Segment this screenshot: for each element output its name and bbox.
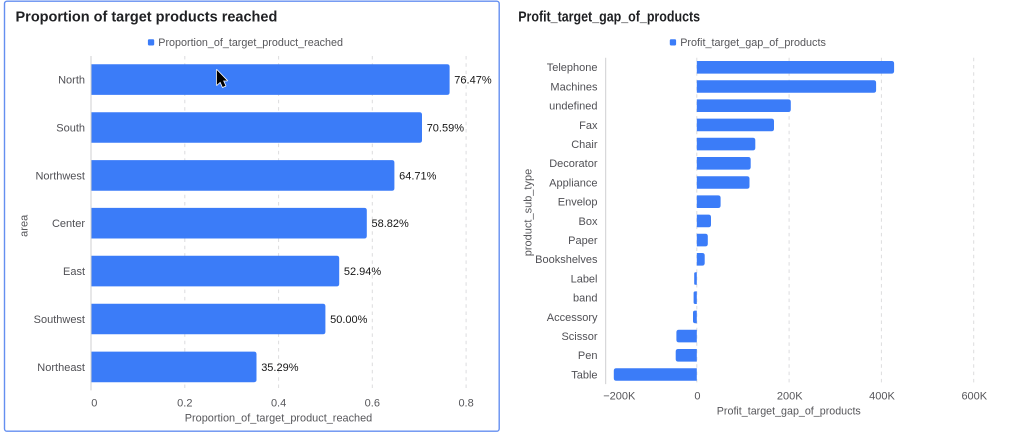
svg-text:North: North bbox=[58, 75, 85, 87]
svg-text:35.29%: 35.29% bbox=[261, 362, 299, 374]
svg-text:Northwest: Northwest bbox=[35, 170, 85, 182]
svg-text:Center: Center bbox=[52, 218, 85, 230]
svg-text:product_sub_type: product_sub_type bbox=[523, 169, 535, 256]
svg-text:76.47%: 76.47% bbox=[454, 75, 492, 87]
svg-text:0.8: 0.8 bbox=[458, 397, 473, 409]
svg-text:Machines: Machines bbox=[550, 81, 598, 93]
svg-text:Chair: Chair bbox=[571, 139, 598, 151]
svg-text:Paper: Paper bbox=[568, 235, 598, 247]
svg-text:0: 0 bbox=[694, 391, 700, 403]
svg-text:undefined: undefined bbox=[549, 101, 597, 113]
svg-text:Box: Box bbox=[579, 216, 598, 228]
svg-text:East: East bbox=[63, 266, 85, 278]
svg-text:Bookshelves: Bookshelves bbox=[535, 254, 598, 266]
svg-text:Decorator: Decorator bbox=[549, 158, 598, 170]
svg-text:−200K: −200K bbox=[603, 391, 636, 403]
svg-text:0.2: 0.2 bbox=[177, 397, 192, 409]
svg-text:52.94%: 52.94% bbox=[344, 266, 382, 278]
svg-text:600K: 600K bbox=[961, 391, 987, 403]
svg-text:South: South bbox=[56, 122, 85, 134]
svg-text:Table: Table bbox=[571, 369, 597, 381]
svg-text:200K: 200K bbox=[777, 391, 803, 403]
svg-text:Telephone: Telephone bbox=[547, 62, 598, 74]
svg-text:Label: Label bbox=[571, 273, 598, 285]
svg-text:400K: 400K bbox=[869, 391, 895, 403]
svg-text:Profit_target_gap_of_products: Profit_target_gap_of_products bbox=[680, 37, 826, 49]
svg-text:Pen: Pen bbox=[578, 350, 598, 362]
svg-text:Proportion_of_target_product_r: Proportion_of_target_product_reached bbox=[185, 413, 373, 425]
svg-text:band: band bbox=[573, 293, 597, 305]
svg-text:Profit_target_gap_of_products: Profit_target_gap_of_products bbox=[717, 406, 861, 418]
svg-text:70.59%: 70.59% bbox=[427, 122, 465, 134]
svg-text:64.71%: 64.71% bbox=[399, 170, 437, 182]
svg-text:Scissor: Scissor bbox=[561, 331, 597, 343]
svg-text:58.82%: 58.82% bbox=[372, 218, 410, 230]
svg-text:Envelop: Envelop bbox=[558, 197, 598, 209]
svg-text:Accessory: Accessory bbox=[547, 312, 598, 324]
svg-text:0: 0 bbox=[91, 397, 97, 409]
svg-text:Profit_target_gap_of_products: Profit_target_gap_of_products bbox=[518, 10, 700, 26]
svg-text:0.4: 0.4 bbox=[271, 397, 286, 409]
svg-text:Proportion_of_target_product_r: Proportion_of_target_product_reached bbox=[158, 37, 343, 49]
svg-text:Proportion of target products: Proportion of target products reached bbox=[16, 10, 278, 26]
svg-text:0.6: 0.6 bbox=[365, 397, 380, 409]
svg-text:Northeast: Northeast bbox=[37, 362, 85, 374]
svg-text:Fax: Fax bbox=[579, 120, 598, 132]
svg-text:Appliance: Appliance bbox=[549, 177, 597, 189]
svg-text:area: area bbox=[18, 214, 30, 237]
svg-text:50.00%: 50.00% bbox=[330, 314, 368, 326]
svg-text:Southwest: Southwest bbox=[34, 314, 85, 326]
